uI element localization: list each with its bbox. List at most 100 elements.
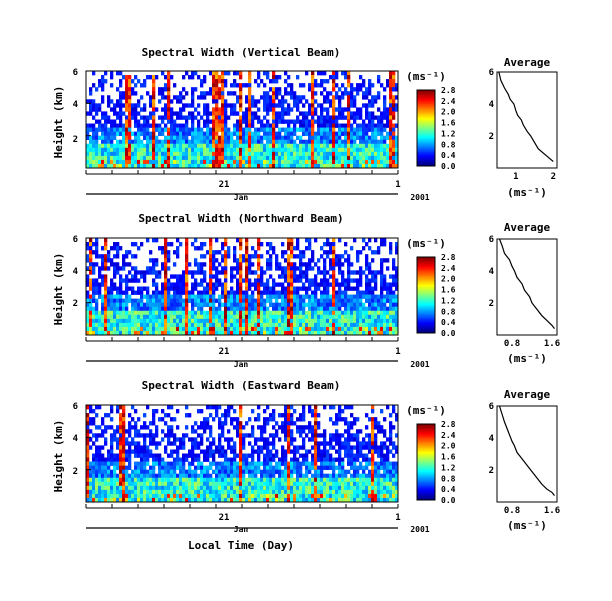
heatmap-cell: [296, 310, 300, 316]
heatmap-cell: [392, 314, 396, 320]
heatmap-cell: [116, 159, 120, 165]
heatmap-cell: [101, 246, 105, 251]
colorbar-step: [417, 126, 435, 129]
heatmap-cell: [173, 123, 177, 128]
heatmap-cell: [119, 433, 123, 438]
heatmap-cell: [350, 87, 354, 92]
heatmap-cell: [245, 155, 249, 161]
heatmap-cell: [233, 497, 237, 503]
heatmap-cell: [269, 127, 273, 132]
heatmap-cell: [314, 107, 318, 112]
heatmap-cell: [392, 290, 396, 295]
heatmap-cell: [248, 489, 252, 495]
heatmap-cell: [215, 274, 219, 279]
heatmap-cell: [98, 282, 102, 287]
heatmap-cell: [209, 298, 213, 303]
heatmap-cell: [281, 453, 285, 458]
heatmap-cell: [380, 286, 384, 291]
heatmap-cell: [122, 278, 126, 283]
heatmap-cell: [212, 119, 216, 124]
heatmap-cell: [212, 107, 216, 112]
heatmap-cell: [104, 258, 108, 263]
heatmap-cell: [329, 115, 333, 120]
heatmap-cell: [266, 445, 270, 450]
heatmap-cell: [128, 294, 132, 299]
heatmap-cell: [242, 111, 246, 116]
heatmap-cell: [131, 103, 135, 108]
colorbar-step: [417, 284, 435, 287]
colorbar-step: [417, 317, 435, 320]
heatmap-cell: [353, 286, 357, 291]
heatmap-cell: [98, 159, 102, 165]
heatmap-cell: [164, 270, 168, 275]
heatmap-cell: [209, 314, 213, 320]
heatmap-cell: [167, 485, 171, 491]
heatmap-cell: [110, 457, 114, 462]
heatmap-cell: [368, 123, 372, 128]
heatmap-cell: [341, 330, 345, 336]
heatmap-cell: [191, 151, 195, 157]
heatmap-cell: [197, 111, 201, 116]
heatmap-cell: [197, 473, 201, 479]
heatmap-cell: [293, 326, 297, 332]
heatmap-cell: [332, 139, 336, 145]
heatmap-cell: [116, 437, 120, 442]
heatmap-cell: [350, 326, 354, 332]
colorbar-step: [417, 308, 435, 311]
colorbar-step: [417, 314, 435, 316]
heatmap-cell: [161, 143, 165, 149]
heatmap-cell: [263, 298, 267, 303]
heatmap-cell: [383, 95, 387, 100]
heatmap-cell: [266, 326, 270, 332]
heatmap-cell: [392, 115, 396, 120]
heatmap-cell: [272, 147, 276, 153]
heatmap-cell: [392, 103, 396, 108]
heatmap-cell: [239, 469, 243, 475]
heatmap-cell: [86, 485, 90, 491]
heatmap-cell: [212, 286, 216, 291]
heatmap-cell: [353, 87, 357, 92]
heatmap-cell: [176, 330, 180, 336]
heatmap-cell: [296, 75, 300, 80]
heatmap-cell: [188, 310, 192, 316]
heatmap-cell: [143, 322, 147, 328]
heatmap-cell: [116, 123, 120, 128]
profile-x-label: (ms⁻¹): [507, 352, 547, 365]
heatmap-cell: [119, 302, 123, 308]
heatmap-cell: [110, 318, 114, 324]
heatmap-cell: [392, 151, 396, 157]
heatmap-cell: [104, 71, 108, 76]
heatmap-cell: [101, 282, 105, 287]
heatmap-cell: [260, 314, 264, 320]
heatmap-cell: [125, 147, 129, 153]
heatmap-cell: [146, 405, 150, 410]
heatmap-cell: [254, 306, 258, 312]
heatmap-cell: [236, 286, 240, 291]
heatmap-cell: [248, 266, 252, 271]
heatmap-cell: [95, 159, 99, 165]
heatmap-cell: [200, 79, 204, 84]
heatmap-cell: [89, 254, 93, 259]
heatmap-cell: [119, 79, 123, 84]
heatmap-cell: [230, 286, 234, 291]
heatmap-cell: [230, 270, 234, 275]
heatmap-cell: [182, 286, 186, 291]
heatmap-cell: [110, 330, 114, 336]
heatmap-cell: [335, 135, 339, 141]
heatmap-cell: [248, 330, 252, 336]
heatmap-cell: [188, 127, 192, 132]
heatmap-cell: [281, 95, 285, 100]
heatmap-cell: [104, 163, 108, 169]
heatmap-cell: [167, 75, 171, 80]
heatmap-cell: [113, 489, 117, 495]
heatmap-cell: [152, 159, 156, 165]
heatmap-cell: [305, 123, 309, 128]
heatmap-cell: [173, 485, 177, 491]
heatmap-cell: [287, 437, 291, 442]
heatmap-cell: [221, 270, 225, 275]
heatmap-cell: [218, 306, 222, 312]
heatmap-cell: [251, 95, 255, 100]
heatmap-cell: [218, 115, 222, 120]
heatmap-cell: [368, 119, 372, 124]
heatmap-cell: [221, 282, 225, 287]
